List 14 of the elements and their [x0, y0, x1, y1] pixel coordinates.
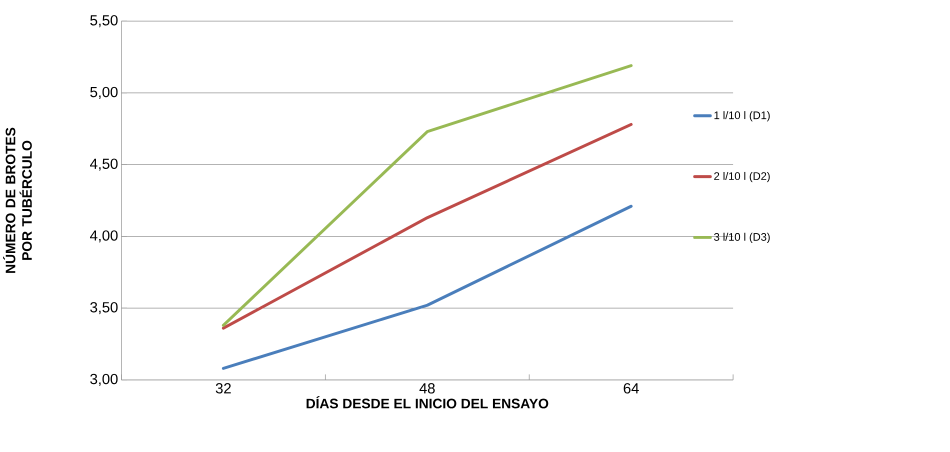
y-tick-label: 3,00: [90, 374, 118, 386]
x-tick-label: 48: [419, 383, 435, 394]
y-tick-label: 4,00: [90, 230, 118, 243]
y-tick-label: 4,50: [90, 158, 118, 171]
x-axis-title: DÍAS DESDE EL INICIO DEL ENSAYO: [306, 396, 548, 409]
legend-label: 1 l/10 l (D1): [714, 111, 770, 122]
y-tick-label: 5,50: [90, 15, 118, 28]
x-tick-label: 64: [624, 383, 639, 394]
x-tick-label: 32: [216, 383, 231, 394]
y-tick-label: 3,50: [90, 302, 118, 314]
y-axis-title: NÚMERO DE BROTES POR TUBÉRCULO: [3, 128, 32, 274]
y-tick-label: 5,00: [90, 87, 118, 100]
legend-label: 2 l/10 l (D2): [714, 172, 770, 182]
legend-label: 3 l/10 l (D3): [714, 232, 770, 244]
